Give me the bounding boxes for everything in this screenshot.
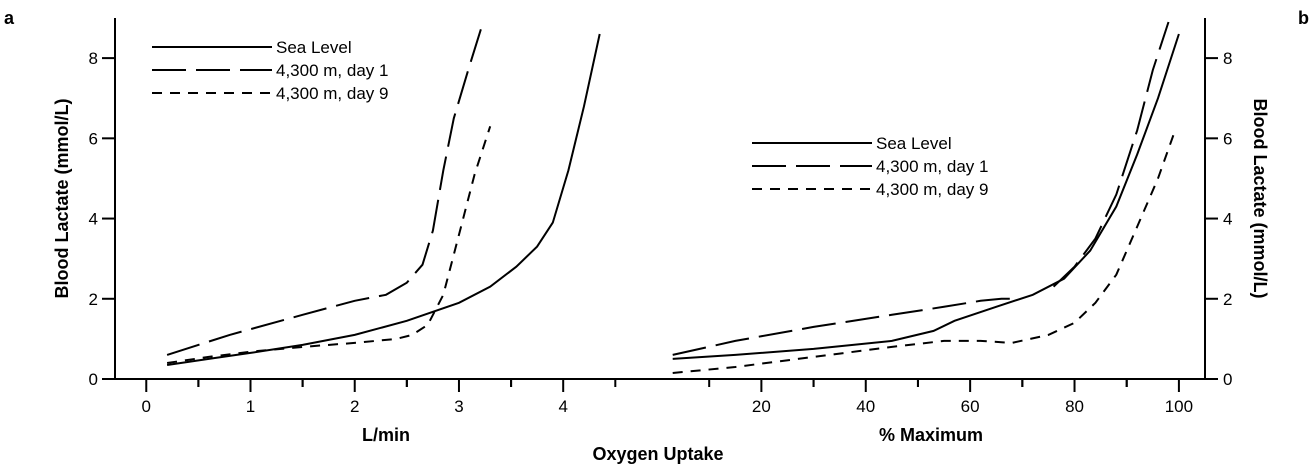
- y-tick-label: 6: [89, 129, 98, 148]
- x-tick-label: 60: [961, 397, 980, 416]
- legend-label: Sea Level: [276, 38, 352, 57]
- series-line: [1052, 21, 1170, 288]
- x-tick-label: 100: [1165, 397, 1193, 416]
- y-tick-label: 6: [1223, 129, 1232, 148]
- y-tick-label: 2: [89, 290, 98, 309]
- series-line: [672, 33, 1180, 360]
- x-tick-label: 20: [752, 397, 771, 416]
- legend-label: Sea Level: [876, 134, 952, 153]
- y-tick-label: 2: [1223, 290, 1232, 309]
- shared-x-axis-title: Oxygen Uptake: [592, 444, 723, 464]
- x-axis-title: L/min: [362, 425, 410, 445]
- series-line: [166, 125, 492, 364]
- y-tick-label: 8: [89, 49, 98, 68]
- panel-b-chart: 20 40 60 80 100 % Maximum 0 2 4 6 8 Blood Lactate (…: [657, 18, 1270, 445]
- x-tick-label: 0: [142, 397, 151, 416]
- series-line: [672, 297, 1018, 356]
- panel-b-letter: b: [1298, 8, 1309, 28]
- legend-label: 4,300 m, day 9: [276, 84, 388, 103]
- legend-label: 4,300 m, day 1: [276, 61, 388, 80]
- legend-label: 4,300 m, day 1: [876, 157, 988, 176]
- y-tick-label: 4: [89, 210, 98, 229]
- legend-label: 4,300 m, day 9: [876, 180, 988, 199]
- x-tick-label: 1: [246, 397, 255, 416]
- x-tick-label: 3: [454, 397, 463, 416]
- x-tick-label: 2: [350, 397, 359, 416]
- x-tick-label: 80: [1065, 397, 1084, 416]
- panel-a-chart: 0 1 2 3 4 L/min 0 2 4 6 8 Blood Lactate (mmol/L) Sea…: [52, 18, 657, 445]
- panel-a-letter: a: [4, 8, 15, 28]
- y-tick-label: 4: [1223, 210, 1232, 229]
- y-tick-label: 0: [89, 370, 98, 389]
- x-tick-label: 40: [856, 397, 875, 416]
- y-axis-title: Blood Lactate (mmol/L): [52, 98, 72, 298]
- y-axis-title: Blood Lactate (mmol/L): [1250, 98, 1270, 298]
- y-tick-label: 0: [1223, 370, 1232, 389]
- y-tick-label: 8: [1223, 49, 1232, 68]
- x-tick-label: 4: [558, 397, 567, 416]
- x-axis-title: % Maximum: [879, 425, 983, 445]
